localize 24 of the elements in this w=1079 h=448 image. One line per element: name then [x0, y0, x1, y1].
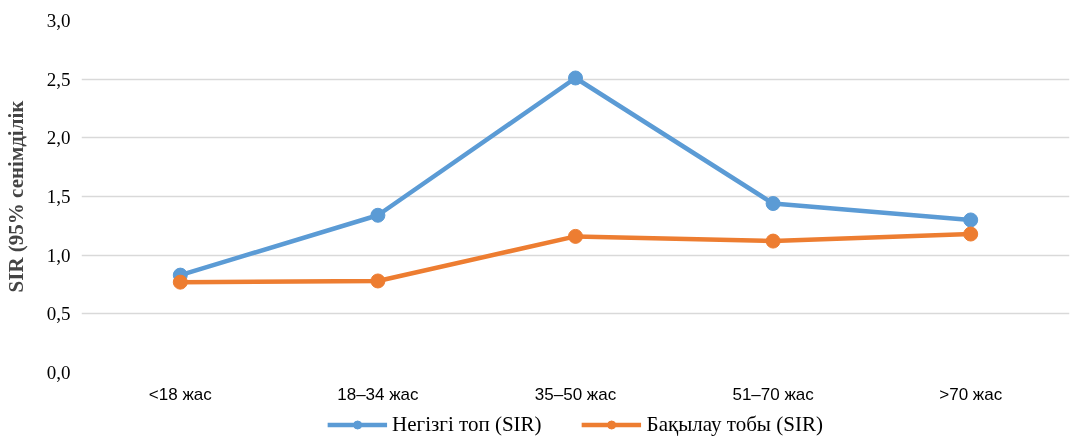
- x-tick-label: >70 жас: [939, 384, 1003, 404]
- point: [370, 207, 386, 223]
- point: [172, 274, 188, 290]
- y-tick-label: 1,5: [46, 186, 71, 207]
- y-tick-label: 3,0: [46, 10, 71, 31]
- y-axis-title: SIR (95% сенімділік: [3, 99, 28, 293]
- legend-label: Негізгі топ (SIR): [392, 411, 542, 437]
- point: [568, 70, 583, 86]
- y-tick-label: 2,0: [46, 127, 71, 149]
- x-tick-label: 35–50 жас: [534, 384, 617, 404]
- point: [370, 273, 386, 289]
- point: [963, 226, 979, 242]
- y-tick-label: 0,0: [46, 362, 71, 383]
- x-tick-label: 18–34 жас: [337, 384, 420, 404]
- point: [963, 212, 979, 228]
- y-tick-label: 0,5: [46, 303, 71, 325]
- x-tick-label: 51–70 жас: [732, 384, 815, 404]
- y-tick-label: 1,0: [46, 244, 71, 266]
- point: [765, 233, 781, 249]
- legend-label: Бақылау тобы (SIR): [646, 411, 823, 437]
- x-tick-label: <18 жас: [148, 384, 213, 404]
- point: [765, 196, 781, 212]
- y-tick-label: 2,5: [46, 68, 71, 90]
- point: [568, 228, 583, 244]
